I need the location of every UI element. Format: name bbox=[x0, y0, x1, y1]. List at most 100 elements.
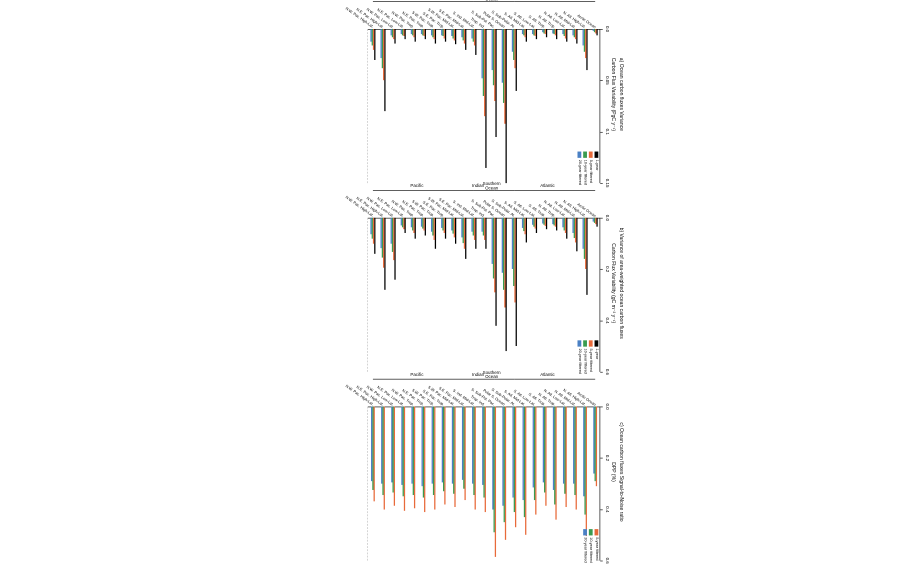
legend-item: 1-year bbox=[594, 340, 599, 373]
bar-10yr bbox=[523, 29, 524, 35]
bar-20yr bbox=[542, 218, 543, 224]
bar-20yr bbox=[462, 407, 463, 480]
legend-label: 20-year filtered bbox=[577, 160, 582, 185]
bar-10yr bbox=[544, 407, 545, 493]
bar-10yr bbox=[595, 407, 596, 481]
bar-5yr bbox=[383, 218, 384, 268]
bar-20yr bbox=[501, 218, 502, 273]
bar-10yr bbox=[463, 407, 464, 489]
legend-a: 1-year5-year filtered10-year filtered20-… bbox=[576, 152, 599, 185]
panel-title-a: a) Ocean carbon fluxes Variance bbox=[619, 0, 625, 189]
bar-10yr bbox=[513, 218, 514, 286]
bar-5yr bbox=[545, 29, 546, 34]
legend-swatch bbox=[589, 529, 593, 535]
bar-1yr bbox=[465, 29, 466, 50]
bar-1yr bbox=[597, 218, 598, 227]
bar-20yr bbox=[512, 407, 513, 498]
legend-item: 20-year filtered bbox=[583, 529, 588, 562]
bar-20yr bbox=[532, 407, 533, 488]
bar-5yr bbox=[586, 407, 587, 537]
bar-20yr bbox=[572, 29, 573, 35]
ytick-label: 0.1 bbox=[605, 129, 609, 135]
region-line bbox=[474, 1, 494, 2]
region-line bbox=[514, 190, 595, 191]
bar-10yr bbox=[413, 407, 414, 496]
region-line bbox=[474, 379, 494, 380]
bar-20yr bbox=[441, 218, 442, 228]
panel-title-b: b) Variance of area-weighted ocean carbo… bbox=[619, 189, 625, 378]
ytick-label: 0.05 bbox=[605, 76, 609, 85]
bar-10yr bbox=[574, 29, 575, 37]
bar-5yr bbox=[484, 29, 485, 116]
bar-1yr bbox=[587, 218, 588, 295]
bar-10yr bbox=[422, 218, 423, 229]
region-label: Indian bbox=[472, 184, 484, 188]
bar-5yr bbox=[444, 218, 445, 233]
bar-10yr bbox=[584, 407, 585, 515]
bar-10yr bbox=[524, 407, 525, 517]
bar-5yr bbox=[575, 29, 576, 39]
bar-10yr bbox=[442, 218, 443, 231]
bar-5yr bbox=[576, 407, 577, 510]
bar-20yr bbox=[532, 29, 533, 34]
bar-5yr bbox=[495, 407, 496, 557]
bar-10yr bbox=[503, 218, 504, 290]
bar-5yr bbox=[373, 29, 374, 50]
bar-20yr bbox=[431, 29, 432, 35]
bar-5yr bbox=[393, 29, 394, 39]
bar-10yr bbox=[483, 218, 484, 236]
bar-20yr bbox=[573, 407, 574, 484]
bar-20yr bbox=[471, 29, 472, 38]
legend-swatch bbox=[595, 340, 599, 346]
bar-10yr bbox=[533, 29, 534, 35]
bar-10yr bbox=[584, 218, 585, 259]
ytick-label: 0.4 bbox=[605, 506, 609, 512]
bar-20yr bbox=[461, 29, 462, 37]
bar-1yr bbox=[556, 29, 557, 39]
bar-1yr bbox=[496, 218, 497, 326]
bar-5yr bbox=[494, 218, 495, 292]
bar-20yr bbox=[421, 407, 422, 487]
bar-1yr bbox=[435, 29, 436, 43]
panel-a: a) Ocean carbon fluxes VarianceCarbon Fl… bbox=[270, 0, 628, 189]
bar-20yr bbox=[370, 218, 371, 235]
bar-10yr bbox=[402, 218, 403, 228]
region-line bbox=[373, 1, 474, 2]
legend-label: 5-year filtered bbox=[594, 537, 599, 560]
plot-area-a: 0.00.050.10.15 bbox=[368, 29, 600, 183]
bar-1yr bbox=[486, 29, 487, 168]
bar-10yr bbox=[514, 407, 515, 512]
bar-10yr bbox=[432, 29, 433, 37]
bar-5yr bbox=[413, 29, 414, 37]
legend-swatch bbox=[583, 529, 587, 535]
bar-1yr bbox=[385, 218, 386, 290]
bar-5yr bbox=[585, 29, 586, 58]
bar-5yr bbox=[374, 407, 375, 502]
bar-5yr bbox=[545, 407, 546, 506]
bar-10yr bbox=[503, 29, 504, 103]
bar-10yr bbox=[574, 407, 575, 496]
region-label: Atlantic bbox=[540, 373, 555, 377]
bar-20yr bbox=[593, 407, 594, 474]
bar-10yr bbox=[382, 218, 383, 258]
bar-20yr bbox=[491, 29, 492, 70]
plot-area-c: 0.00.20.40.6 bbox=[368, 407, 600, 561]
legend-item: 20-year filtered bbox=[577, 152, 582, 185]
bar-1yr bbox=[385, 29, 386, 111]
bar-10yr bbox=[483, 29, 484, 96]
bar-1yr bbox=[425, 29, 426, 39]
bar-1yr bbox=[506, 218, 507, 352]
legend-item: 10-year filtered bbox=[583, 340, 588, 373]
bar-10yr bbox=[564, 218, 565, 231]
bar-10yr bbox=[513, 29, 514, 60]
bar-1yr bbox=[465, 218, 466, 259]
bar-10yr bbox=[584, 29, 585, 52]
bar-20yr bbox=[522, 407, 523, 501]
bar-5yr bbox=[424, 407, 425, 512]
ytick-label: 0.0 bbox=[605, 404, 609, 410]
bar-10yr bbox=[564, 407, 565, 494]
ytick-label: 0.6 bbox=[605, 558, 609, 564]
bar-5yr bbox=[505, 407, 506, 541]
bar-1yr bbox=[415, 29, 416, 41]
bar-20yr bbox=[532, 218, 533, 225]
